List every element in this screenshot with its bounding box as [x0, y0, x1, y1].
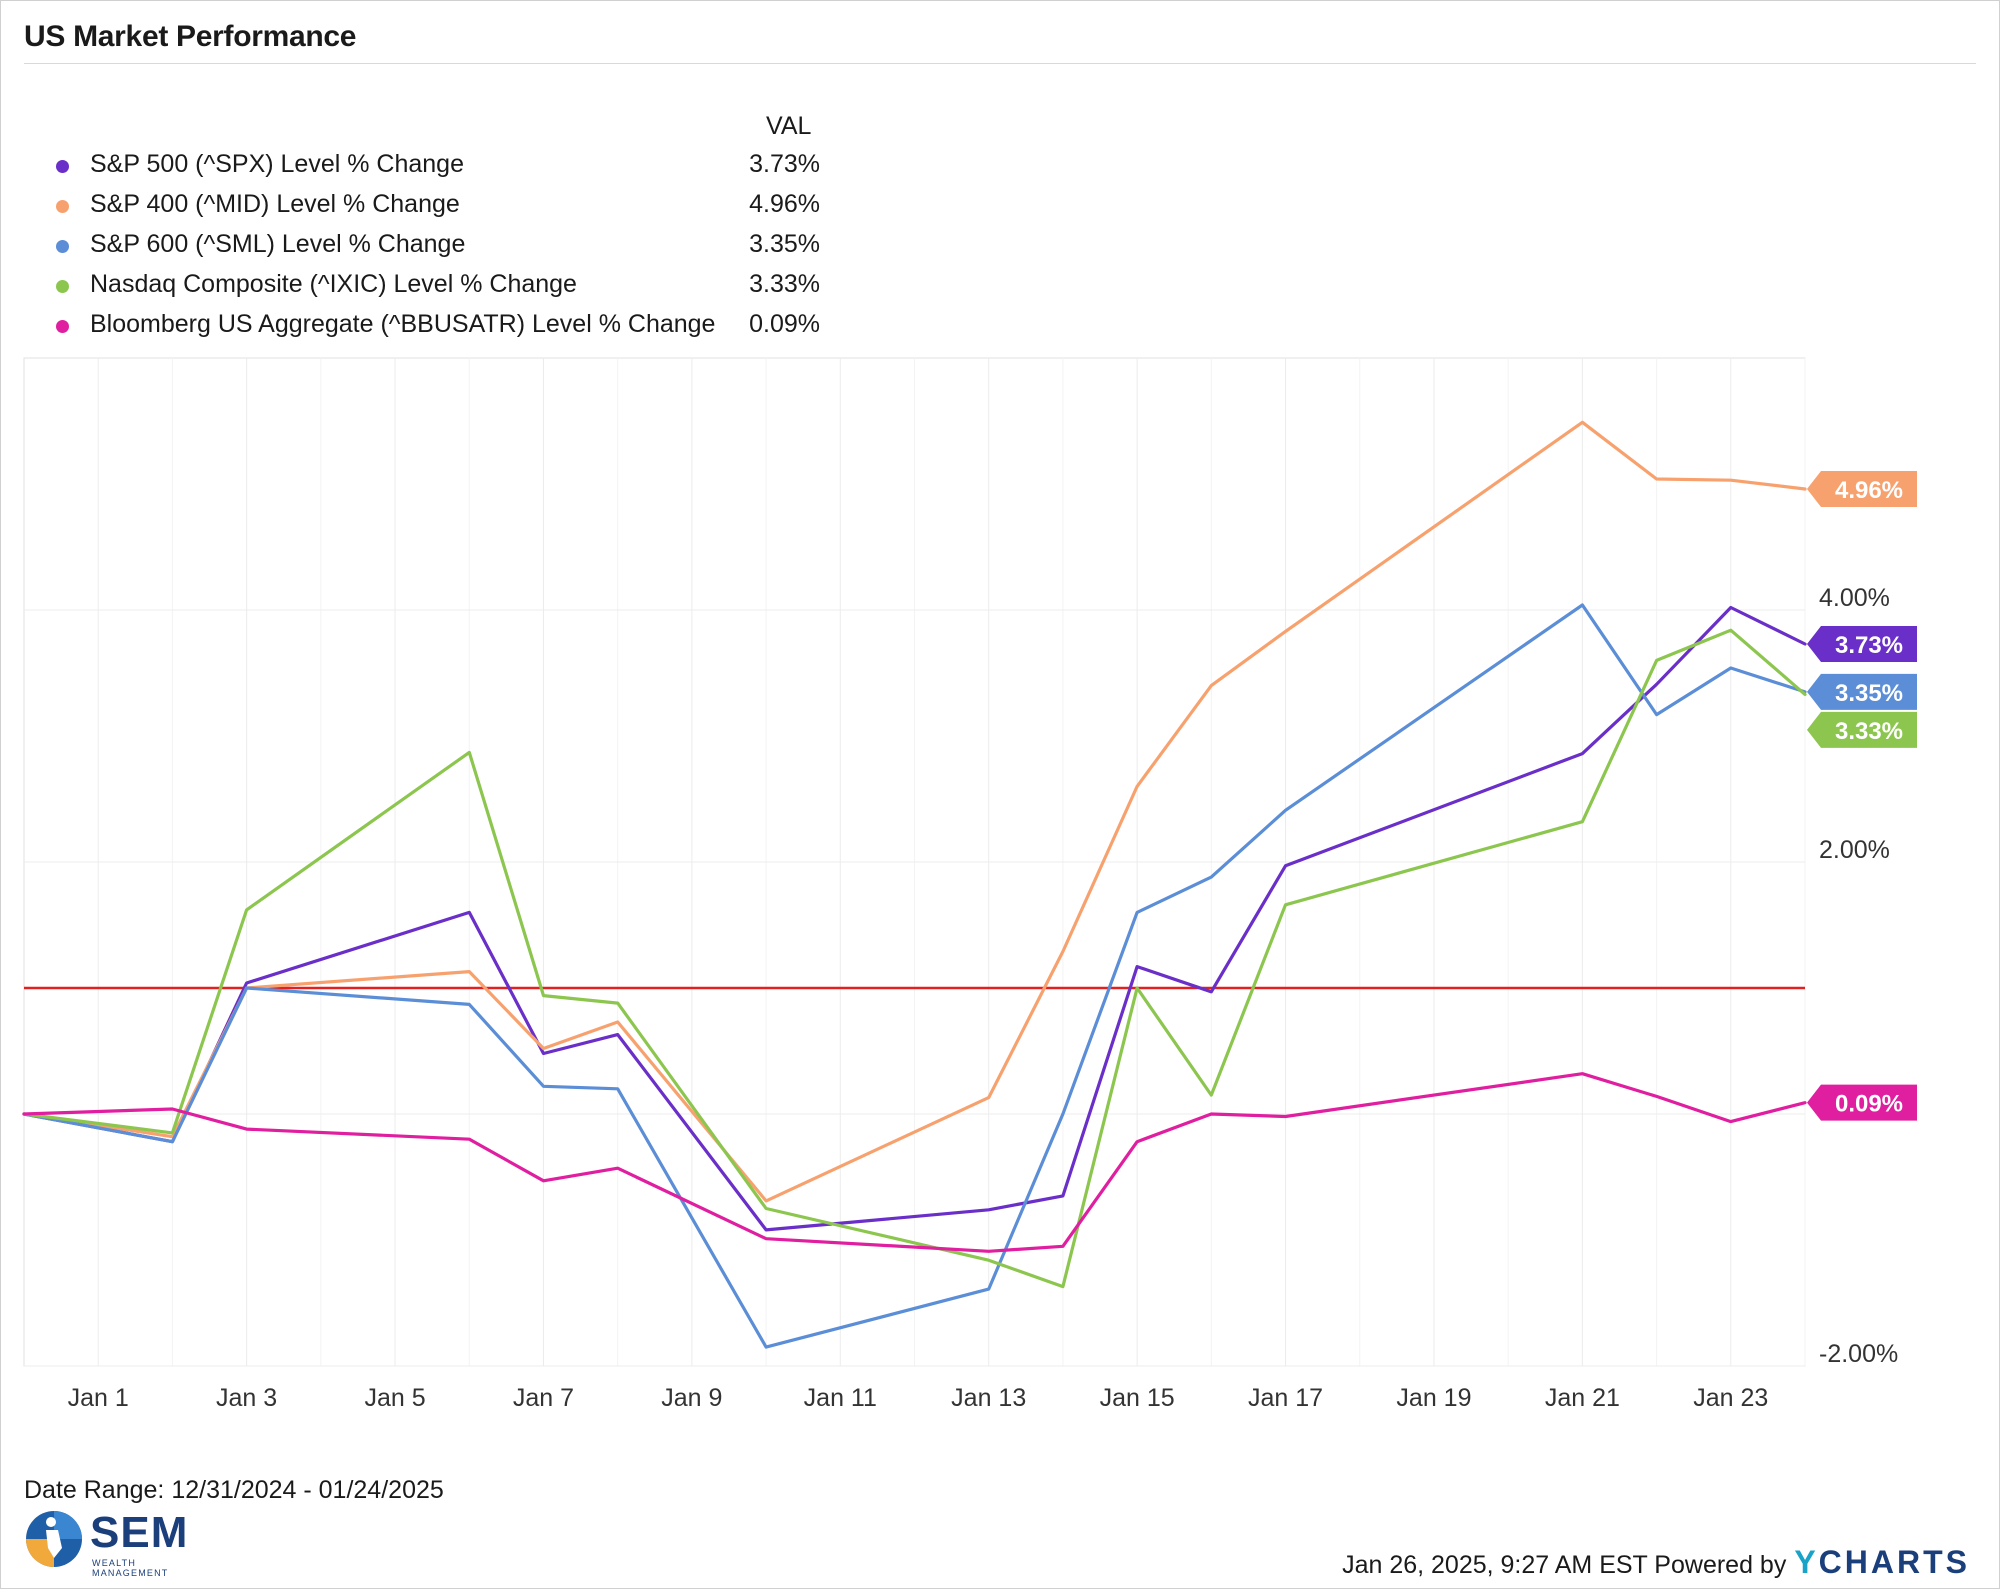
- legend-item-name: Nasdaq Composite (^IXIC) Level % Change: [90, 270, 577, 298]
- legend-item-name: Bloomberg US Aggregate (^BBUSATR) Level …: [90, 310, 716, 338]
- sem-logo-icon: [26, 1511, 82, 1567]
- line-chart[interactable]: Jan 1 Jan 3 Jan 5 Jan 7 Jan 9 Jan 11 Jan 13 Jan…: [0, 0, 2000, 1460]
- y-tick-label: -2.00%: [1819, 1340, 1898, 1368]
- legend-item-value: 3.33%: [749, 270, 820, 298]
- legend-item-value: 4.96%: [749, 190, 820, 218]
- date-range: Date Range: 12/31/2024 - 01/24/2025: [24, 1476, 444, 1504]
- end-value-flag: [1807, 1084, 1917, 1121]
- x-tick-label: Jan 1: [68, 1384, 129, 1412]
- legend-dot-icon: [56, 240, 69, 253]
- end-value-label: 3.35%: [1835, 680, 1903, 707]
- end-value-flag: [1807, 673, 1917, 710]
- logo-subtitle: WEALTH MANAGEMENT: [92, 1558, 169, 1578]
- legend-item-name: S&P 600 (^SML) Level % Change: [90, 230, 466, 258]
- end-value-flag: [1807, 711, 1917, 748]
- x-tick-label: Jan 19: [1396, 1384, 1471, 1412]
- end-value-label: 4.96%: [1835, 477, 1903, 504]
- x-tick-label: Jan 9: [661, 1384, 722, 1412]
- footer-attribution: Jan 26, 2025, 9:27 AM EST Powered by YCHA…: [1342, 1544, 1970, 1581]
- series-line-5[interactable]: [22, 1072, 1807, 1253]
- x-tick-label: Jan 11: [804, 1384, 877, 1412]
- legend-dot-icon: [56, 200, 69, 213]
- x-tick-label: Jan 15: [1100, 1384, 1175, 1412]
- legend-item-value: 3.35%: [749, 230, 820, 258]
- legend-item[interactable]: S&P 500 (^SPX) Level % Change 3.73%: [50, 148, 820, 184]
- ycharts-logo-rest: CHARTS: [1818, 1544, 1970, 1580]
- legend-item-value: 0.09%: [749, 310, 820, 338]
- title-divider: [24, 63, 1976, 64]
- x-tick-label: Jan 5: [364, 1384, 425, 1412]
- y-tick-label: 2.00%: [1819, 836, 1890, 864]
- end-value-label: 3.73%: [1835, 632, 1903, 659]
- x-tick-label: Jan 21: [1545, 1384, 1620, 1412]
- legend-item[interactable]: S&P 400 (^MID) Level % Change 4.96%: [50, 188, 820, 224]
- legend-item-value: 3.73%: [749, 150, 820, 178]
- logo-wordmark: SEM: [90, 1508, 189, 1557]
- ycharts-logo[interactable]: YCHARTS: [1794, 1544, 1970, 1580]
- x-tick-label: Jan 7: [513, 1384, 574, 1412]
- x-tick-label: Jan 17: [1248, 1384, 1323, 1412]
- timestamp: Jan 26, 2025, 9:27 AM EST Powered by: [1342, 1551, 1787, 1579]
- series-line-3[interactable]: [22, 603, 1807, 1349]
- legend-item[interactable]: Nasdaq Composite (^IXIC) Level % Change …: [50, 268, 820, 304]
- ycharts-logo-initial: Y: [1794, 1544, 1819, 1580]
- legend-item[interactable]: Bloomberg US Aggregate (^BBUSATR) Level …: [50, 308, 820, 344]
- end-value-label: 3.33%: [1835, 718, 1903, 745]
- x-tick-label: Jan 13: [951, 1384, 1026, 1412]
- chart-title: US Market Performance: [24, 20, 357, 53]
- series-line-4[interactable]: [22, 628, 1807, 1289]
- legend-dot-icon: [56, 320, 69, 333]
- end-value-label: 0.09%: [1835, 1091, 1903, 1118]
- x-tick-label: Jan 23: [1693, 1384, 1768, 1412]
- legend-header: VAL: [766, 112, 812, 140]
- x-tick-label: Jan 3: [216, 1384, 277, 1412]
- legend-item-name: S&P 400 (^MID) Level % Change: [90, 190, 460, 218]
- legend-dot-icon: [56, 160, 69, 173]
- series-line-2[interactable]: [22, 420, 1807, 1203]
- y-tick-label: 4.00%: [1819, 584, 1890, 612]
- legend-item-name: S&P 500 (^SPX) Level % Change: [90, 150, 464, 178]
- legend-item[interactable]: S&P 600 (^SML) Level % Change 3.35%: [50, 228, 820, 264]
- end-value-flag: [1807, 471, 1917, 508]
- end-value-flag: [1807, 626, 1917, 663]
- sem-logo: SEM WEALTH MANAGEMENT: [24, 1508, 214, 1578]
- legend-dot-icon: [56, 280, 69, 293]
